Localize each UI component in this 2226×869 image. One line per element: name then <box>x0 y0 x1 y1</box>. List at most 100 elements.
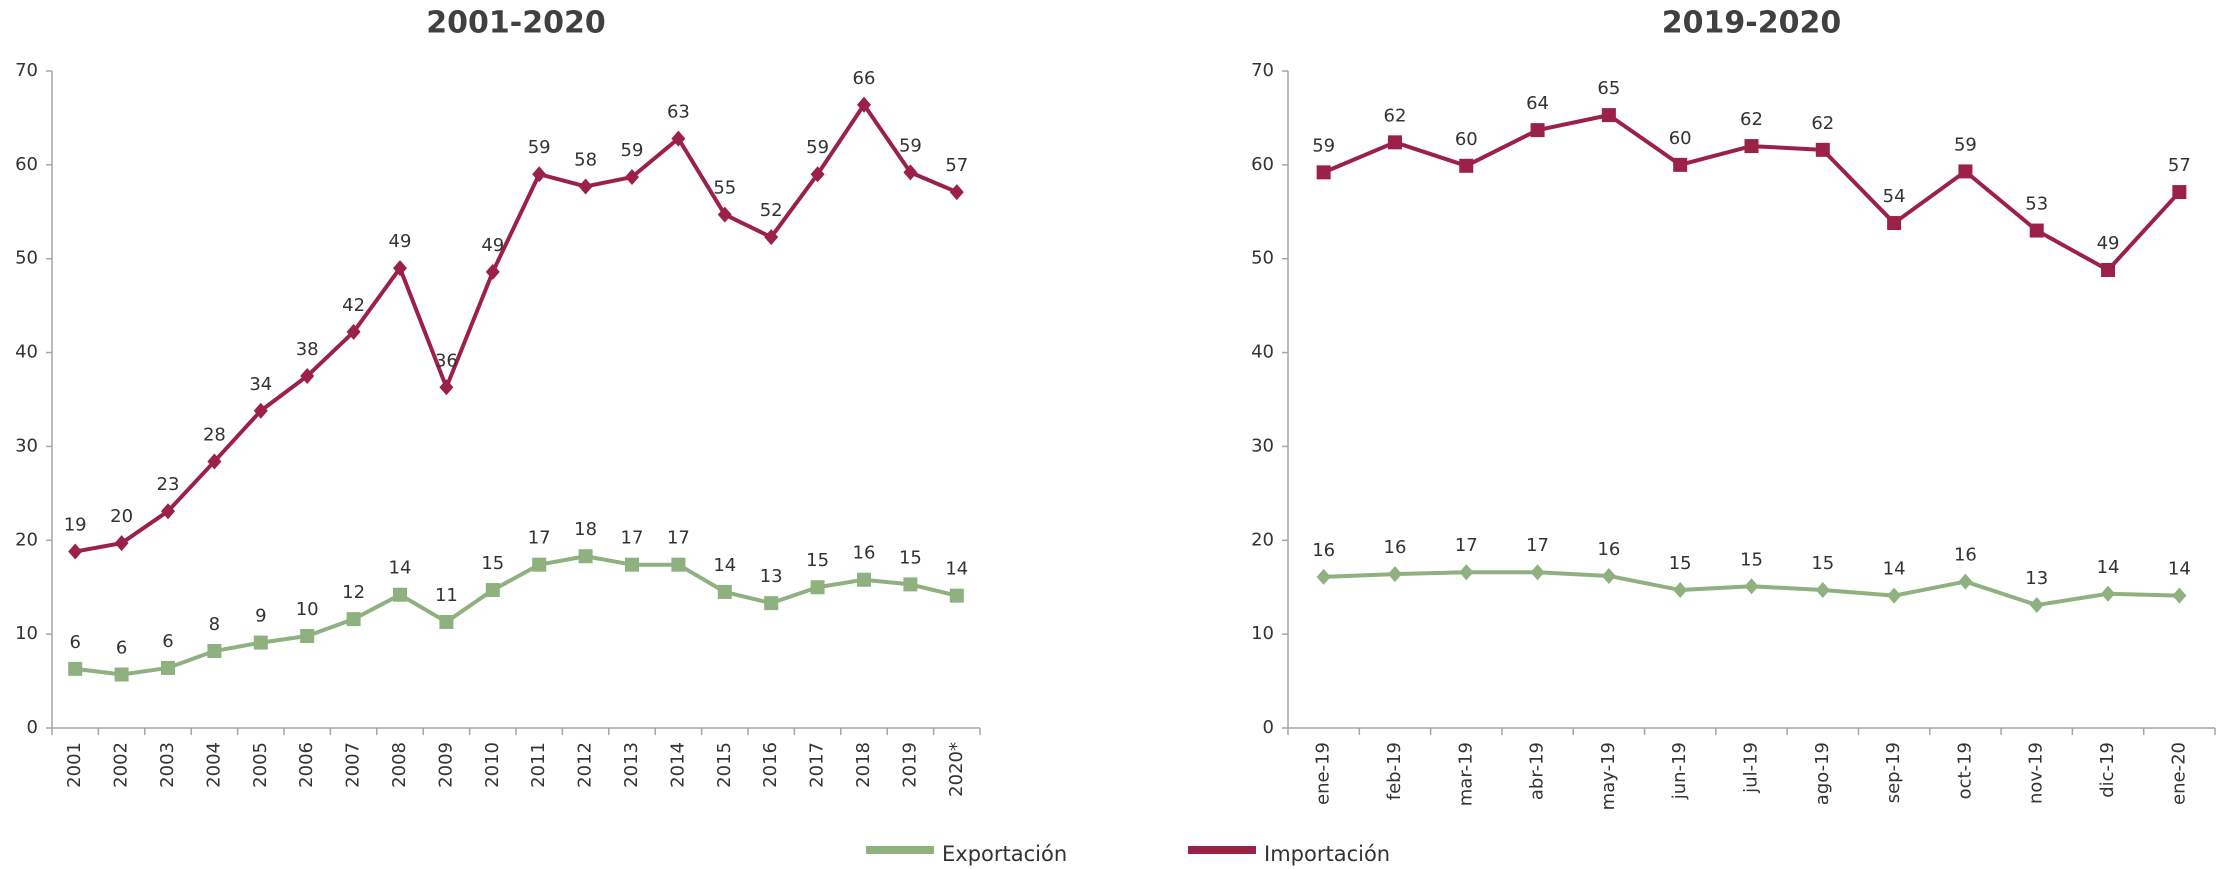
y-tick-label: 70 <box>1251 60 1274 81</box>
data-label: 15 <box>1669 553 1692 574</box>
marker <box>671 557 686 572</box>
data-label: 14 <box>713 555 736 576</box>
marker <box>1601 108 1616 123</box>
data-label: 14 <box>2097 557 2120 578</box>
data-label: 62 <box>1811 113 1834 134</box>
marker <box>1673 582 1688 599</box>
marker <box>439 379 454 396</box>
data-label: 59 <box>899 135 922 156</box>
data-label: 17 <box>667 528 690 549</box>
y-tick-label: 0 <box>27 717 38 738</box>
marker <box>625 557 639 572</box>
data-label: 49 <box>481 235 504 256</box>
data-label: 54 <box>1883 186 1906 207</box>
marker <box>1387 566 1402 583</box>
data-label: 59 <box>621 140 644 161</box>
marker <box>346 323 361 340</box>
data-label: 36 <box>435 350 458 371</box>
y-tick-label: 20 <box>1251 529 1274 550</box>
marker <box>1744 139 1759 154</box>
marker <box>2101 585 2116 602</box>
data-label: 19 <box>64 515 87 536</box>
data-label: 15 <box>1740 549 1763 570</box>
data-label: 62 <box>1384 105 1407 126</box>
data-label: 16 <box>1384 537 1407 558</box>
marker <box>1530 564 1545 581</box>
marker <box>1887 216 1902 231</box>
x-tick-label: jul-19 <box>1741 742 1762 794</box>
y-tick-label: 10 <box>1251 623 1274 644</box>
data-label: 14 <box>2168 559 2191 580</box>
data-label: 59 <box>528 137 551 158</box>
data-label: 18 <box>574 519 597 540</box>
marker <box>810 166 825 183</box>
marker <box>1673 157 1688 172</box>
y-tick-label: 40 <box>1251 342 1274 363</box>
data-label: 16 <box>1954 545 1977 566</box>
marker <box>439 614 454 629</box>
x-tick-label: ago-19 <box>1812 742 1833 805</box>
data-label: 28 <box>203 424 226 445</box>
marker <box>253 635 268 650</box>
series-line <box>74 554 958 677</box>
data-label: 11 <box>435 585 458 606</box>
legend-label: Importación <box>1264 842 1390 866</box>
data-label: 10 <box>296 599 319 620</box>
marker <box>114 535 129 552</box>
marker <box>1316 568 1331 585</box>
x-tick-label: 2003 <box>157 742 178 788</box>
data-label: 13 <box>760 566 783 587</box>
data-label: 12 <box>342 582 365 603</box>
x-tick-label: 2007 <box>343 742 364 788</box>
y-tick-label: 50 <box>1251 248 1274 269</box>
data-label: 20 <box>110 506 133 527</box>
x-tick-label: 2004 <box>203 742 224 788</box>
marker <box>2029 223 2044 238</box>
marker <box>1815 582 1830 599</box>
data-label: 13 <box>2025 568 2048 589</box>
marker <box>949 588 964 603</box>
y-tick-label: 30 <box>1251 435 1274 456</box>
data-label: 60 <box>1669 128 1692 149</box>
marker <box>2172 185 2187 200</box>
data-label: 16 <box>1312 540 1335 561</box>
x-tick-label: 2011 <box>528 742 549 788</box>
data-label: 16 <box>1597 539 1620 560</box>
marker <box>857 96 871 113</box>
series-line <box>1322 113 2181 272</box>
data-label: 34 <box>249 374 272 395</box>
data-label: 59 <box>1312 135 1335 156</box>
x-tick-label: abr-19 <box>1527 742 1548 800</box>
data-label: 53 <box>2025 194 2048 215</box>
x-tick-label: 2006 <box>296 742 317 788</box>
x-tick-label: 2014 <box>667 742 688 788</box>
marker <box>578 549 593 564</box>
marker <box>949 184 964 201</box>
data-label: 17 <box>1526 535 1549 556</box>
marker <box>2029 597 2044 614</box>
y-tick-label: 70 <box>15 60 38 81</box>
marker <box>68 543 83 560</box>
chart-title: 2019-2020 <box>1662 6 1841 41</box>
marker <box>764 596 779 611</box>
data-label: 6 <box>69 632 80 653</box>
data-label: 15 <box>481 553 504 574</box>
y-tick-label: 0 <box>1263 717 1274 738</box>
chart-title: 2001-2020 <box>426 6 605 41</box>
marker <box>903 164 918 181</box>
y-tick-label: 40 <box>15 342 38 363</box>
y-tick-label: 60 <box>1251 154 1274 175</box>
marker <box>1815 142 1830 157</box>
marker <box>161 503 175 520</box>
data-label: 59 <box>1954 134 1977 155</box>
marker <box>114 667 129 682</box>
x-tick-label: 2005 <box>250 742 271 788</box>
legend-swatch <box>866 846 934 854</box>
x-tick-label: 2013 <box>621 742 642 788</box>
marker <box>1958 573 1973 590</box>
marker <box>903 577 918 592</box>
data-label: 59 <box>806 137 829 158</box>
marker <box>300 629 315 644</box>
data-label: 17 <box>621 528 644 549</box>
x-tick-label: 2020* <box>946 742 967 797</box>
